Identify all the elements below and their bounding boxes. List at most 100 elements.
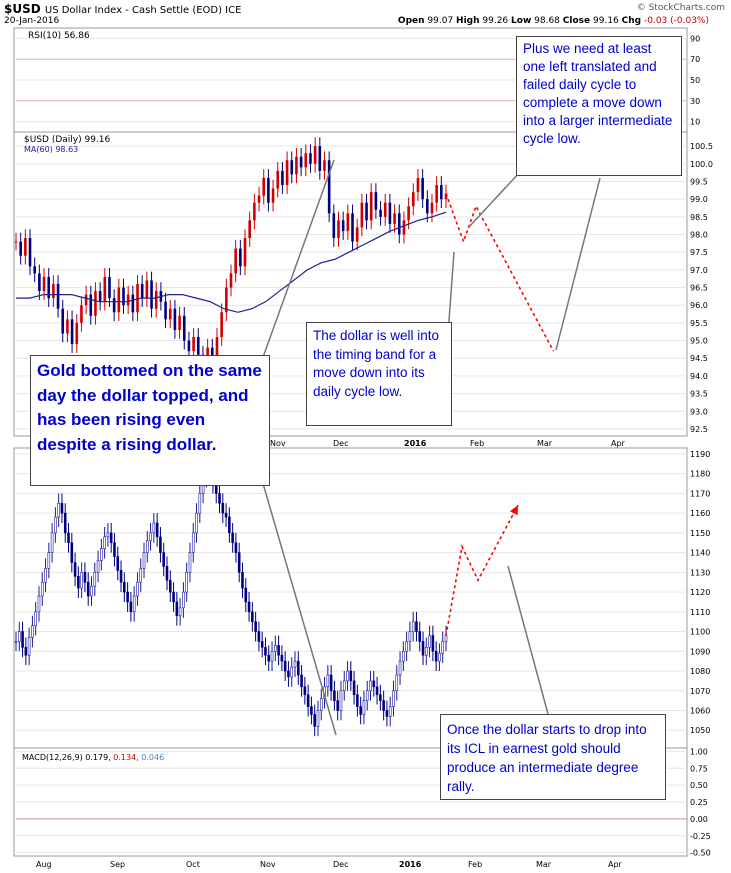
- gold-candle: [198, 493, 202, 514]
- y-tick-label-gold: 1080: [690, 667, 710, 676]
- usd-candle: [47, 276, 51, 299]
- usd-candle: [52, 284, 55, 299]
- usd-candle: [271, 188, 275, 203]
- gold-candle: [172, 591, 175, 603]
- usd-candle: [117, 287, 121, 313]
- usd-candle: [369, 192, 373, 221]
- gold-candle: [126, 591, 129, 603]
- gold-candle: [175, 601, 179, 617]
- gold-candle: [37, 595, 41, 613]
- x-tick-label-macd: Mar: [536, 860, 552, 869]
- usd-candle: [70, 319, 74, 345]
- y-tick-label-macd: -0.25: [690, 832, 711, 841]
- gold-candle: [80, 572, 83, 589]
- gold-candle: [83, 572, 87, 583]
- gold-candle: [218, 493, 221, 504]
- gold-candle: [224, 512, 228, 518]
- gold-candle: [241, 572, 244, 589]
- usd-candle: [309, 153, 312, 164]
- gold-candle: [132, 595, 136, 613]
- gold-candle: [182, 591, 185, 609]
- usd-candle: [332, 213, 336, 239]
- gold-candle: [234, 542, 238, 553]
- gold-candle: [113, 542, 116, 557]
- gold-candle: [103, 536, 106, 549]
- y-tick-label-usd: 92.5: [690, 425, 708, 434]
- y-tick-label-gold: 1140: [690, 549, 710, 558]
- usd-candle: [360, 202, 364, 228]
- x-tick-label-macd: Dec: [333, 860, 348, 869]
- gold-candle: [77, 575, 80, 589]
- usd-candle: [61, 308, 65, 334]
- annotation-top-right: Plus we need at least one left translate…: [516, 36, 682, 176]
- gold-candle: [159, 536, 162, 553]
- gold-candle: [303, 686, 307, 696]
- y-tick-label-gold: 1120: [690, 588, 710, 597]
- y-tick-label-macd: 0.75: [690, 764, 708, 773]
- gold-candle: [264, 647, 267, 656]
- gold-candle: [313, 714, 317, 727]
- gold-candle: [326, 674, 330, 688]
- usd-candle: [285, 160, 289, 186]
- macd-title: MACD(12,26,9) 0.179, 0.134, 0.046: [22, 753, 164, 762]
- gold-candle: [365, 690, 369, 701]
- pointer-gold-bottom: [261, 479, 337, 736]
- usd-candle: [421, 177, 424, 200]
- usd-candle: [122, 287, 125, 306]
- usd-candle: [295, 156, 298, 175]
- gold-candle: [106, 532, 110, 538]
- gold-candle: [333, 690, 336, 701]
- gold-candle: [21, 631, 24, 648]
- usd-candle: [211, 347, 214, 359]
- y-tick-label-gold: 1180: [690, 470, 710, 479]
- y-tick-label-gold: 1170: [690, 489, 710, 498]
- usd-candle: [150, 280, 153, 309]
- gold-candle: [277, 645, 280, 656]
- y-tick-label-gold: 1060: [690, 707, 710, 716]
- x-tick-label-usd: Feb: [470, 439, 484, 448]
- gold-candle: [254, 621, 257, 632]
- usd-candle: [365, 202, 368, 221]
- gold-candle: [319, 698, 323, 711]
- usd-candle: [84, 294, 88, 306]
- y-tick-label-macd: -0.50: [690, 849, 711, 858]
- gold-candle: [405, 641, 408, 652]
- usd-candle: [126, 294, 130, 306]
- gold-candle: [270, 650, 274, 662]
- gold-candle: [162, 552, 166, 567]
- x-tick-label-macd: 2016: [399, 860, 422, 869]
- y-tick-label-usd: 95.0: [690, 337, 708, 346]
- x-tick-label-usd: 2016: [404, 439, 427, 448]
- y-tick-label-usd: 93.0: [690, 407, 708, 416]
- usd-candle: [379, 209, 382, 217]
- usd-candle: [98, 291, 102, 302]
- gold-candle: [228, 516, 231, 534]
- gold-candle: [359, 706, 362, 715]
- usd-candle: [140, 284, 144, 299]
- usd-candle: [299, 156, 303, 168]
- gold-candle: [431, 635, 435, 652]
- usd-candle: [262, 177, 266, 196]
- usd-candle: [173, 308, 177, 330]
- gold-candle: [123, 581, 126, 593]
- gold-candle: [54, 516, 57, 534]
- y-tick-label-usd: 96.5: [690, 284, 708, 293]
- usd-candle: [229, 273, 233, 288]
- usd-candle: [215, 337, 219, 359]
- usd-candle: [444, 193, 448, 200]
- stockcharts-brand: © StockCharts.com: [636, 3, 725, 13]
- y-tick-label-usd: 94.0: [690, 372, 708, 381]
- gold-candle: [290, 666, 294, 678]
- gold-candle: [287, 670, 290, 678]
- x-tick-label-usd: Dec: [333, 439, 348, 448]
- usd-candle: [24, 238, 27, 256]
- x-tick-label-macd: Feb: [468, 860, 482, 869]
- gold-candle: [362, 700, 366, 715]
- usd-candle: [220, 312, 223, 338]
- gold-projection-arrowhead: [509, 505, 518, 516]
- y-tick-label-gold: 1050: [690, 726, 710, 735]
- usd-candle: [416, 177, 420, 193]
- gold-candle: [152, 522, 156, 534]
- gold-candle: [14, 641, 18, 643]
- gold-candle: [434, 650, 438, 662]
